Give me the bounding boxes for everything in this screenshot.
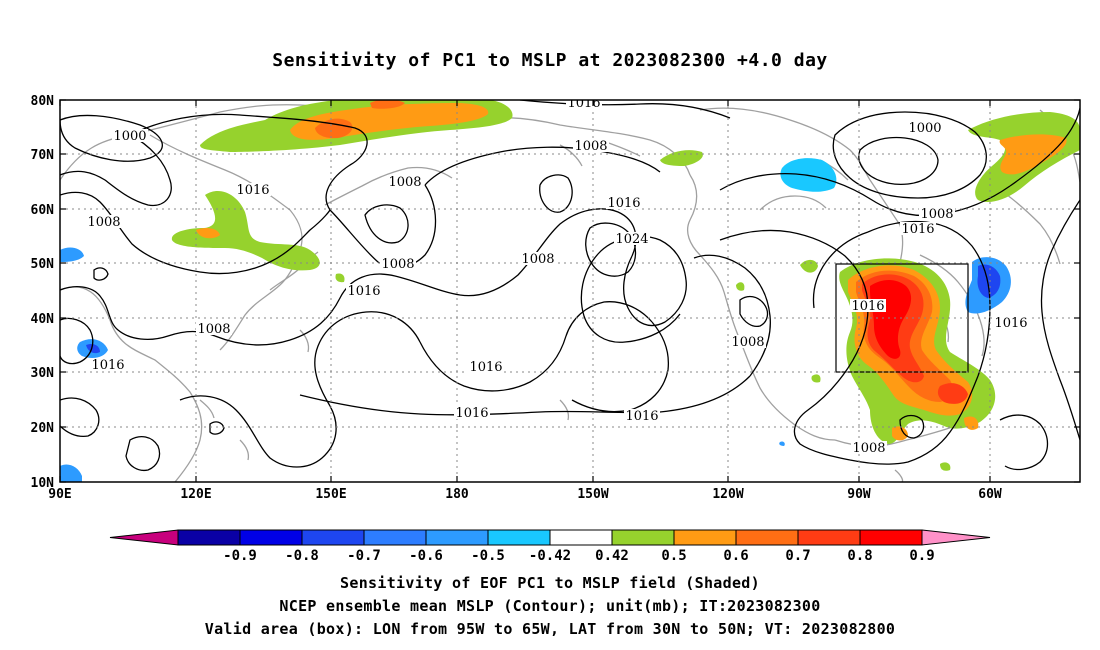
colorbar-swatch: [735, 529, 799, 546]
contour-label-1024-high-bg: [614, 232, 650, 245]
lon-label: 120E: [180, 487, 211, 502]
colorbar-swatch: [363, 529, 427, 546]
colorbar-min-arrow: [109, 529, 179, 546]
colorbar-label: 0.9: [909, 548, 934, 564]
contour-label-1016-canada: 1016: [901, 222, 934, 237]
contour-label-1016-central-pacific-bg: [468, 360, 504, 373]
contour-label-1008-us-west-bg: [851, 441, 887, 454]
contour-label-1016-south-east-bg: [624, 409, 660, 422]
lat-label: 80N: [31, 94, 55, 109]
colorbar-label: -0.42: [529, 548, 571, 564]
contour-label-1016-japan: 1016: [347, 284, 380, 299]
contour-label-1008-kamchatka-bg: [380, 257, 416, 270]
lat-label: 20N: [31, 421, 55, 436]
contour-label-1016-atlantic: 1016: [994, 316, 1027, 331]
contour-label-1016-south-bg: [454, 406, 490, 419]
caption-valid-area: Valid area (box): LON from 95W to 65W, L…: [204, 620, 896, 638]
contour-label-1008-kamchatka: 1008: [381, 257, 414, 272]
colorbar-label: 0.5: [661, 548, 686, 564]
contour-label-1008-siberia-bg: [387, 175, 423, 188]
lon-label: 150E: [315, 487, 346, 502]
contour-label-1016-north: 1016: [567, 96, 600, 111]
mslp-contours: [60, 100, 1080, 472]
map-frame: [59, 99, 1081, 483]
colorbar-swatch: [239, 529, 303, 546]
contour-label-1008-china: 1008: [197, 322, 230, 337]
colorbar-swatch: [859, 529, 923, 546]
contour-label-1016-south-east: 1016: [625, 409, 658, 424]
colorbar-swatch: [301, 529, 365, 546]
colorbar-label: 0.42: [595, 548, 629, 564]
colorbar-label: -0.5: [471, 548, 505, 564]
contour-label-1016-nw-pacific: 1016: [236, 183, 269, 198]
colorbar-label: -0.8: [285, 548, 319, 564]
colorbar-swatch: [487, 529, 551, 546]
colorbar-label: -0.9: [223, 548, 257, 564]
colorbar-label: -0.6: [409, 548, 443, 564]
contour-label-1008-us-west: 1008: [852, 441, 885, 456]
contour-label-1016-india: 1016: [91, 358, 124, 373]
contour-label-1008-asia: 1008: [87, 215, 120, 230]
colorbar-max-arrow: [921, 529, 991, 546]
lat-label: 70N: [31, 148, 55, 163]
contour-label-1008-labrador: 1008: [731, 335, 764, 350]
lat-label: 40N: [31, 312, 55, 327]
contour-label-1016-alaska-bg: [606, 196, 642, 209]
colorbar-swatch: [549, 529, 613, 546]
contour-label-1016-valid-box-bg: [850, 299, 886, 312]
lon-label: 90E: [48, 487, 71, 502]
contour-label-1000-east: 1000: [908, 121, 941, 136]
contour-label-1008-gulf-bg: [520, 252, 556, 265]
lon-label: 60W: [978, 487, 1002, 502]
lat-label: 60N: [31, 203, 55, 218]
colorbar: -0.9 -0.8 -0.7 -0.6 -0.5 -0.42 0.42 0.5 0.6 0.7 0.…: [109, 529, 991, 564]
contour-label-1024-high: 1024: [615, 232, 648, 247]
colorbar-label: 0.8: [847, 548, 872, 564]
contour-label-1008-north: 1008: [574, 139, 607, 154]
contour-label-1016-south: 1016: [455, 406, 488, 421]
colorbar-label: -0.7: [347, 548, 381, 564]
lon-label: 150W: [577, 487, 608, 502]
colorbar-label: 0.6: [723, 548, 748, 564]
contour-label-1016-india-bg: [90, 358, 126, 371]
contour-label-1016-north-bg: [566, 100, 602, 109]
lat-label: 10N: [31, 476, 55, 491]
contour-label-1016-nw-pacific-bg: [235, 183, 271, 196]
contour-label-1016-alaska: 1016: [607, 196, 640, 211]
colorbar-swatch: [177, 529, 241, 546]
contour-label-1016-atlantic-bg: [993, 316, 1029, 329]
contour-label-1000-west: 1000: [113, 129, 146, 144]
contour-label-1008-bering-bg: [919, 207, 955, 220]
contour-label-1008-siberia: 1008: [388, 175, 421, 190]
contour-label-1008-gulf: 1008: [521, 252, 554, 267]
colorbar-swatch: [425, 529, 489, 546]
caption-shading: Sensitivity of EOF PC1 to MSLP field (Sh…: [340, 574, 760, 592]
caption-contours: NCEP ensemble mean MSLP (Contour); unit(…: [279, 597, 821, 615]
contour-label-1000-east-bg: [907, 121, 943, 134]
contour-label-1008-labrador-bg: [730, 335, 766, 348]
contour-label-1008-china-bg: [196, 322, 232, 335]
lat-label: 50N: [31, 257, 55, 272]
lon-label: 90W: [847, 487, 871, 502]
lon-label: 180: [445, 487, 469, 502]
contour-label-1000-west-bg: [112, 129, 148, 142]
contour-label-1016-central-pacific: 1016: [469, 360, 502, 375]
contour-label-1016-valid-box: 1016: [851, 299, 884, 314]
lon-label: 120W: [712, 487, 743, 502]
colorbar-label: 0.7: [785, 548, 810, 564]
colorbar-swatch: [673, 529, 737, 546]
contour-label-1016-canada-bg: [900, 222, 936, 235]
colorbar-swatch: [797, 529, 861, 546]
contour-label-1008-bering: 1008: [920, 207, 953, 222]
contour-label-1008-north-bg: [573, 139, 609, 152]
contour-label-1008-asia-bg: [86, 215, 122, 228]
map-axes: 90E 120E 150E 180 150W 120W 90W 60W 80N 70N 60N 50N…: [31, 94, 1080, 502]
lat-label: 30N: [31, 366, 55, 381]
contour-label-1016-japan-bg: [346, 284, 382, 297]
colorbar-swatch: [611, 529, 675, 546]
figure-title: Sensitivity of PC1 to MSLP at 2023082300…: [272, 50, 828, 71]
